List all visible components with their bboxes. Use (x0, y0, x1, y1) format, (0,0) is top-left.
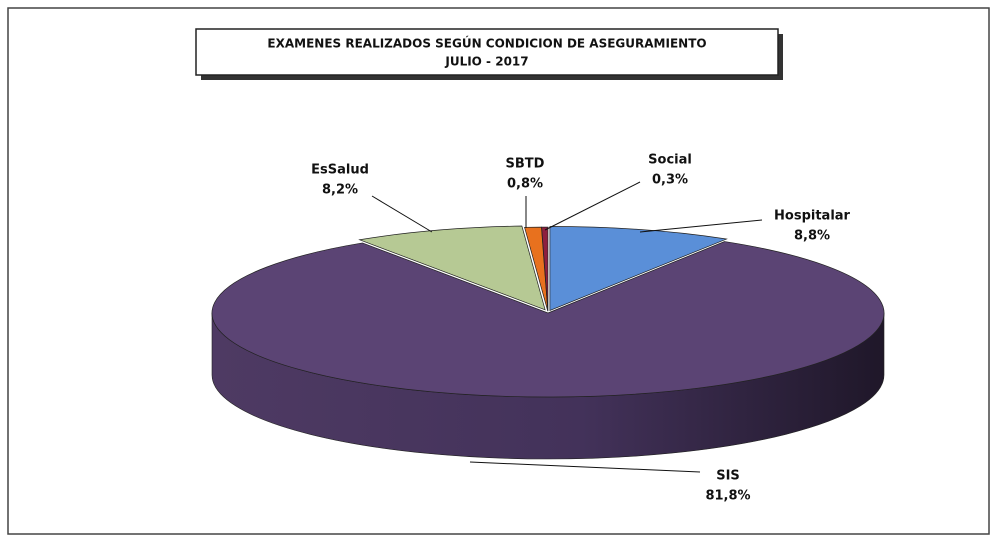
slice-value-label: 81,8% (705, 489, 750, 504)
slice-label: SIS (716, 469, 740, 484)
slice-label: SBTD (506, 157, 545, 172)
chart-title: EXAMENES REALIZADOS SEGÚN CONDICION DE A… (267, 36, 706, 51)
chart-subtitle: JULIO - 2017 (444, 55, 528, 69)
leader-line (371, 195, 433, 233)
leader-line (544, 181, 641, 231)
pie (211, 225, 885, 460)
slice-label: EsSalud (311, 163, 369, 178)
slice-value-label: 8,2% (322, 183, 358, 198)
slice-label: Hospitalar (774, 209, 851, 224)
slice-value-label: 8,8% (794, 229, 830, 244)
slice-value-label: 0,3% (652, 173, 688, 188)
slice (549, 226, 728, 311)
slice (358, 225, 546, 311)
slice-value-label: 0,8% (507, 177, 543, 192)
leader-line (469, 461, 701, 473)
slice (211, 241, 885, 398)
leader-line (639, 219, 763, 233)
slice-label: Social (648, 153, 692, 168)
slice (541, 226, 549, 312)
title-box (195, 28, 779, 76)
